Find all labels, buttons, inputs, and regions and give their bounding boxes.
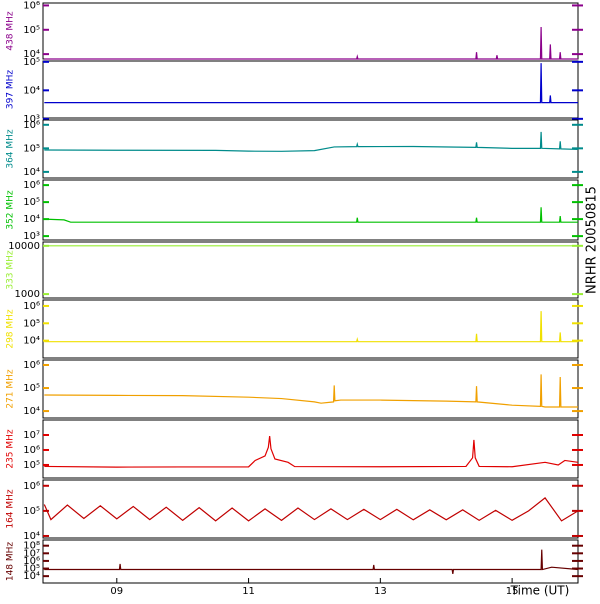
y-tick-label: 10⁵ bbox=[23, 383, 40, 394]
y-tick-label: 10⁵ bbox=[23, 143, 40, 154]
y-tick-label: 10⁷ bbox=[23, 430, 40, 441]
y-axis-label: 298 MHz bbox=[6, 309, 16, 349]
data-line bbox=[44, 311, 578, 343]
y-tick-label: 10⁷ bbox=[23, 548, 40, 559]
y-tick-label: 10⁶ bbox=[23, 120, 40, 131]
y-axis-label: 364 MHz bbox=[6, 129, 16, 169]
y-axis-label: 397 MHz bbox=[6, 70, 16, 110]
x-tick-label: 11 bbox=[242, 586, 255, 597]
y-tick-label: 10⁶ bbox=[23, 481, 40, 492]
y-tick-label: 10⁴ bbox=[23, 167, 40, 178]
data-line bbox=[44, 549, 579, 574]
data-line bbox=[44, 131, 579, 152]
y-tick-label: 10⁵ bbox=[23, 197, 40, 208]
y-tick-label: 10⁴ bbox=[23, 336, 40, 347]
y-tick-label: 10⁵ bbox=[23, 564, 40, 575]
y-axis-label: 438 MHz bbox=[6, 11, 16, 51]
y-axis-label: 352 MHz bbox=[6, 190, 16, 230]
y-axis-label: 235 MHz bbox=[6, 429, 16, 469]
y-tick-label: 10⁸ bbox=[23, 541, 40, 552]
x-tick-label: 13 bbox=[374, 586, 387, 597]
data-line bbox=[44, 26, 578, 60]
panel-frame bbox=[42, 2, 579, 60]
y-tick-label: 10⁴ bbox=[23, 531, 40, 542]
panel-frame bbox=[42, 419, 579, 479]
data-line bbox=[44, 435, 579, 468]
y-tick-label: 10⁴ bbox=[23, 85, 40, 96]
panel-frame bbox=[42, 60, 579, 119]
y-axis-label: 164 MHz bbox=[6, 489, 16, 529]
y-tick-label: 10³ bbox=[23, 114, 40, 125]
data-line bbox=[43, 496, 579, 522]
panel-frame bbox=[42, 179, 579, 241]
y-tick-label: 10⁵ bbox=[23, 460, 40, 471]
panel-frame bbox=[42, 479, 579, 539]
y-axis-label: 333 MHz bbox=[6, 250, 16, 290]
panel-frame bbox=[42, 539, 579, 584]
y-tick-label: 10⁴ bbox=[23, 406, 40, 417]
x-axis-label: Time (UT) bbox=[510, 584, 570, 598]
y-tick-label: 10⁵ bbox=[23, 506, 40, 517]
data-line bbox=[44, 63, 578, 104]
x-tick-label: 15 bbox=[506, 586, 519, 597]
panel-frame bbox=[42, 241, 579, 299]
data-line bbox=[44, 374, 578, 408]
y-axis-label: 271 MHz bbox=[6, 369, 16, 409]
panel-frame bbox=[42, 119, 579, 179]
y-tick-label: 10⁵ bbox=[23, 25, 40, 36]
y-tick-label: 10000 bbox=[8, 241, 40, 252]
y-tick-label: 10⁶ bbox=[23, 445, 40, 456]
x-tick-label: 09 bbox=[110, 586, 123, 597]
side-label: NRHR 20050815 bbox=[585, 186, 600, 294]
y-tick-label: 10⁶ bbox=[23, 0, 40, 11]
y-tick-label: 10⁴ bbox=[23, 49, 40, 60]
data-line bbox=[44, 207, 578, 223]
panel-frame bbox=[42, 299, 579, 359]
y-tick-label: 10⁴ bbox=[23, 571, 40, 582]
y-tick-label: 10⁵ bbox=[23, 318, 40, 329]
y-tick-label: 10⁶ bbox=[23, 556, 40, 567]
y-tick-label: 1000 bbox=[15, 289, 40, 300]
y-tick-label: 10³ bbox=[23, 231, 40, 242]
y-tick-label: 10⁶ bbox=[23, 360, 40, 371]
y-tick-label: 10⁵ bbox=[23, 57, 40, 68]
y-tick-label: 10⁴ bbox=[23, 214, 40, 225]
y-tick-label: 10⁶ bbox=[23, 180, 40, 191]
panel-frame bbox=[42, 359, 579, 419]
y-tick-label: 10⁶ bbox=[23, 301, 40, 312]
y-axis-label: 148 MHz bbox=[6, 542, 16, 582]
